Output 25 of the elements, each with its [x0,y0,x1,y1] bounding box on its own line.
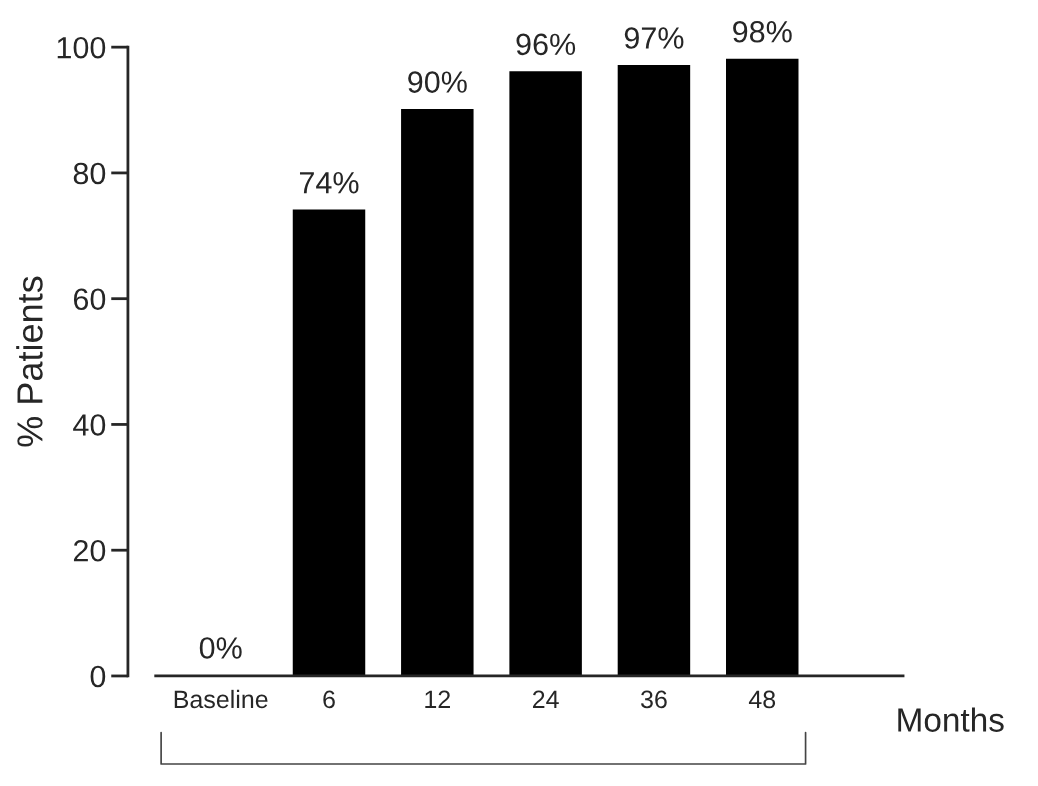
bar [401,109,474,676]
data-label: 96% [516,33,576,56]
y-tick-label: 80 [73,162,106,185]
y-axis-title: % Patients [16,276,43,447]
data-label: 98% [733,20,792,43]
data-label: 97% [624,27,684,49]
data-label: 74% [299,171,359,194]
y-tick-label: 40 [73,414,106,436]
data-label: 90% [408,71,467,93]
y-tick-label: 60 [73,288,106,311]
x-tick-label: 24 [532,690,559,708]
x-axis-title: Months [898,707,1004,732]
y-tick-label: 100 [57,36,106,59]
x-tick-label: Baseline [174,689,268,709]
x-tick-label: 12 [425,690,450,708]
data-label: 0% [199,637,242,659]
y-tick-label: 20 [73,539,106,562]
x-tick-label: 36 [640,690,667,709]
bar [509,71,582,676]
x-tick-label: 6 [323,690,335,709]
bar [726,58,799,676]
x-tick-label: 48 [748,690,776,709]
bar [617,64,691,676]
y-tick-label: 0 [90,665,106,688]
bar [292,209,366,676]
